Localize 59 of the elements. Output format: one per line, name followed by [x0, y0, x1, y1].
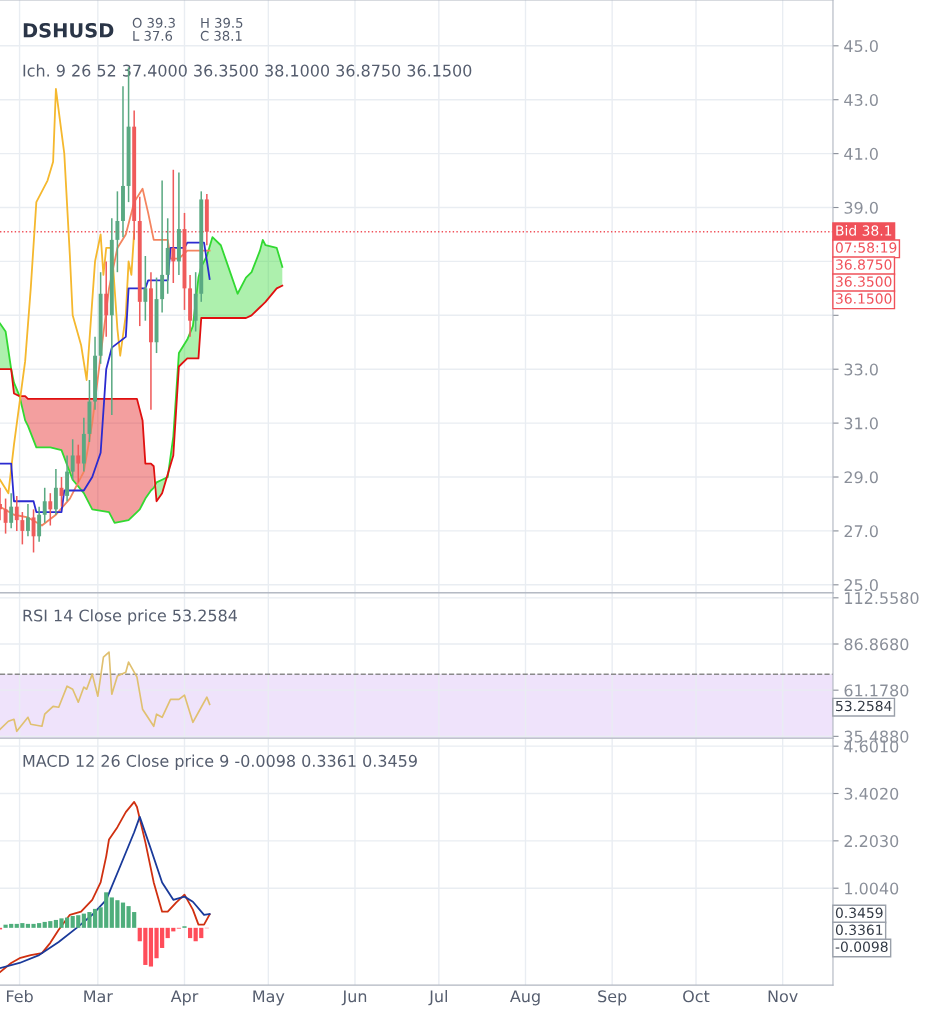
text: 0.3459	[835, 907, 883, 919]
candlestick	[3, 497, 8, 535]
candlestick	[104, 260, 109, 338]
y-tick-label: 27.0	[844, 525, 878, 538]
y-tick-label: 1.0040	[845, 882, 899, 895]
ref-line-label: Bid 38.1	[836, 225, 892, 236]
annotation: L 37.6	[133, 30, 173, 41]
candlestick	[26, 503, 30, 538]
text: 0.3361	[835, 924, 883, 936]
candlestick	[76, 443, 81, 484]
y-tick-label: 45.0	[844, 40, 878, 53]
text: -0.0098	[835, 941, 888, 953]
text: 36.3500	[836, 276, 892, 287]
x-tick-label: Feb	[7, 989, 33, 1003]
candlestick	[14, 495, 19, 532]
x-tick-label: Mar	[84, 990, 113, 1003]
text: 36.1500	[836, 293, 892, 304]
candlestick	[143, 255, 148, 322]
y-tick-label: 43.0	[844, 93, 878, 107]
text: DSHUSD	[23, 22, 114, 38]
line-series	[0, 88, 136, 495]
y-tick-label: 39.0	[844, 201, 878, 214]
y-tick-label: 25.0	[844, 579, 878, 592]
annotation: C 38.1	[200, 30, 242, 41]
x-tick-label: Nov	[768, 990, 798, 1003]
text: 36.8750	[836, 259, 892, 270]
line-series	[0, 284, 284, 503]
x-tick-label: Apr	[170, 990, 199, 1006]
annotation: H 39.5	[201, 17, 243, 28]
y-tick-label: 29.0	[844, 471, 878, 484]
text: RSI 14 Close price 53.2584	[23, 609, 237, 625]
x-tick-label: Oct	[683, 990, 710, 1003]
annotation: O 39.3	[132, 17, 175, 28]
candlestick	[53, 468, 58, 516]
candlestick	[48, 492, 53, 527]
candlestick	[37, 505, 42, 543]
candlestick	[115, 190, 120, 273]
y-tick-label: 112.5580	[845, 592, 919, 605]
text: MACD 12 26 Close price 9 -0.0098 0.3361 0.3459	[23, 754, 417, 771]
y-tick-label: 33.0	[844, 363, 878, 376]
y-tick-label: 3.4020	[844, 787, 899, 800]
y-tick-label: 2.2030	[844, 835, 899, 848]
x-tick-label: Sep	[598, 990, 627, 1006]
y-tick-label: 86.8680	[844, 638, 909, 651]
x-tick-label: Jul	[428, 989, 447, 1006]
text: 07:58:19	[835, 242, 897, 253]
candlestick	[20, 511, 25, 546]
x-tick-label: May	[253, 990, 285, 1006]
candlestick	[42, 487, 47, 524]
y-tick-label: 31.0	[844, 417, 878, 430]
x-tick-label: Aug	[510, 990, 540, 1006]
y-tick-label: 61.1780	[844, 684, 909, 697]
text: 53.2584	[836, 700, 892, 712]
candlestick	[171, 169, 176, 284]
line-series	[0, 651, 211, 733]
y-tick-label: 41.0	[844, 147, 878, 160]
candlestick	[9, 492, 14, 529]
candlestick	[70, 438, 75, 481]
x-tick-label: Jun	[341, 990, 367, 1006]
